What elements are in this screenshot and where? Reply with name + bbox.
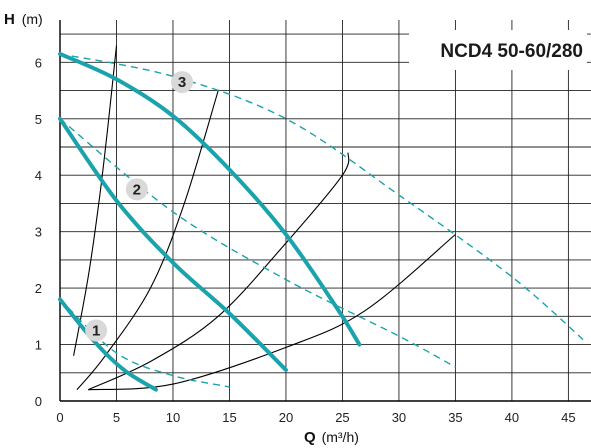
y-axis-ticks: 0 1 2 3 4 5 6 xyxy=(35,55,42,409)
x-tick-label: 35 xyxy=(448,410,462,425)
y-tick-label: 4 xyxy=(35,168,42,183)
chart-title: NCD4 50-60/280 xyxy=(440,41,583,62)
x-tick-label: 20 xyxy=(279,410,293,425)
title-background xyxy=(409,30,587,70)
x-tick-label: 25 xyxy=(335,410,349,425)
system-curve xyxy=(88,234,456,391)
y-tick-label: 0 xyxy=(35,394,42,409)
x-tick-label: 30 xyxy=(392,410,406,425)
y-axis-symbol: H xyxy=(4,11,15,28)
pump-curve-1 xyxy=(58,297,158,392)
chart-grid xyxy=(59,20,591,402)
x-tick-label: 45 xyxy=(561,410,575,425)
y-axis-unit: (m) xyxy=(22,11,43,27)
x-axis-symbol: Q xyxy=(304,429,316,446)
curve-label-badge xyxy=(171,71,194,94)
x-axis-unit: (m³/h) xyxy=(322,429,359,445)
y-tick-label: 2 xyxy=(35,281,42,296)
pump-curve-2 xyxy=(58,116,288,372)
x-tick-label: 10 xyxy=(166,410,180,425)
y-tick-label: 1 xyxy=(35,338,42,353)
curve-label-text: 1 xyxy=(92,322,100,339)
x-tick-label: 0 xyxy=(56,410,63,425)
system-curve xyxy=(87,152,350,391)
dashed-curve xyxy=(59,298,230,388)
pump-curve-3 xyxy=(58,51,362,347)
curve-label-badge xyxy=(85,319,108,342)
y-tick-label: 6 xyxy=(35,55,42,70)
system-curve xyxy=(76,90,219,391)
y-axis-title: H (m) xyxy=(4,11,43,28)
curve-label-badge xyxy=(125,178,148,201)
system-curve xyxy=(73,45,118,356)
y-tick-label: 3 xyxy=(35,225,42,240)
curve-labels: 1 2 3 xyxy=(85,71,194,342)
chart-curves xyxy=(58,45,586,392)
x-axis-title: Q (m³/h) xyxy=(304,429,359,446)
curve-label-text: 3 xyxy=(178,74,186,91)
x-tick-label: 5 xyxy=(113,410,120,425)
x-tick-label: 40 xyxy=(505,410,519,425)
dashed-curve xyxy=(59,118,456,368)
x-axis-ticks: 0 5 10 15 20 25 30 35 40 45 xyxy=(56,410,575,425)
y-tick-label: 5 xyxy=(35,112,42,127)
x-tick-label: 15 xyxy=(222,410,236,425)
curve-label-text: 2 xyxy=(133,181,141,198)
